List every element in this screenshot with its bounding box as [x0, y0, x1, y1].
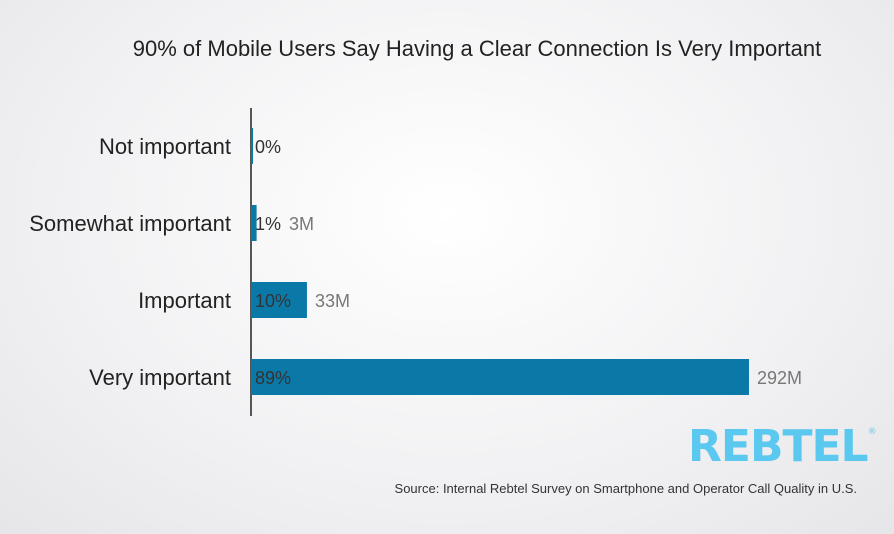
value-label-somewhat-important: 1%	[255, 214, 281, 234]
count-label-important: 33M	[315, 291, 350, 311]
bar-somewhat-important	[251, 205, 257, 241]
chart-title: 90% of Mobile Users Say Having a Clear C…	[132, 36, 822, 61]
bar-very-important	[251, 359, 749, 395]
bar-important	[251, 282, 307, 318]
category-label-very-important: Very important	[89, 365, 231, 390]
value-label-very-important: 89%	[255, 368, 291, 388]
source-note: Source: Internal Rebtel Survey on Smartp…	[394, 481, 857, 496]
rebtel-logo: REBTEL®	[688, 421, 877, 472]
count-label-somewhat-important: 3M	[289, 214, 314, 234]
category-label-not-important: Not important	[99, 134, 231, 159]
category-label-important: Important	[138, 288, 231, 313]
value-label-not-important: 0%	[255, 137, 281, 157]
bar-not-important	[251, 128, 253, 164]
value-label-important: 10%	[255, 291, 291, 311]
count-label-very-important: 292M	[757, 368, 802, 388]
bars-group: Not important 0% Somewhat important 1% 3M Imp…	[29, 128, 802, 395]
category-label-somewhat-important: Somewhat important	[29, 211, 231, 236]
